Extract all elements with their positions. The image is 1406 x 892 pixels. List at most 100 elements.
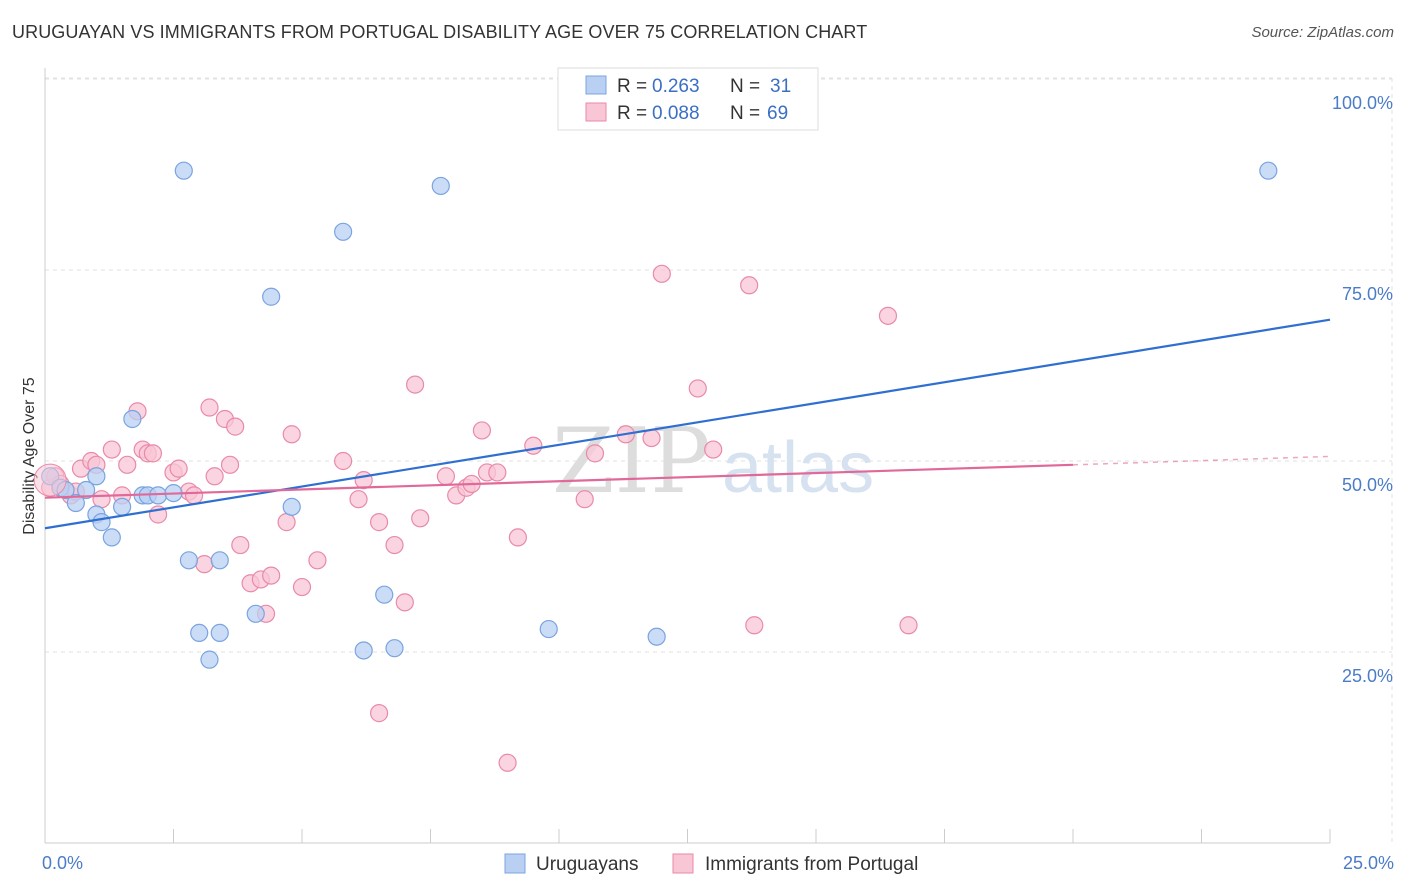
point-portugal-25	[220, 455, 240, 474]
point-portugal-8	[92, 490, 111, 509]
bottom-legend-swatch-portugal	[672, 853, 694, 874]
trend-line-uruguayans	[44, 318, 1331, 530]
legend-n-value-2: 69	[767, 103, 788, 124]
y-tick-label-2: 75.0%	[1342, 284, 1393, 304]
point-uruguayans-7	[92, 513, 111, 532]
legend-r-label-2: R =	[617, 103, 647, 124]
point-portugal-55	[585, 444, 605, 463]
legend-n-label-1: N =	[730, 76, 760, 97]
point-portugal-38	[354, 471, 373, 490]
point-uruguayans-29	[539, 619, 558, 639]
point-portugal-37	[349, 490, 368, 509]
point-uruguayans-31	[1259, 161, 1278, 180]
point-uruguayans-5	[87, 467, 106, 486]
point-uruguayans-13	[148, 486, 168, 505]
point-cluster-origin	[33, 463, 67, 497]
point-uruguayans-28	[431, 176, 450, 196]
chart-title: URUGUAYAN VS IMMIGRANTS FROM PORTUGAL DI…	[12, 22, 868, 42]
point-uruguayans-26	[375, 585, 394, 604]
data-points	[33, 161, 1278, 772]
point-portugal-50	[488, 463, 507, 482]
y-axis-label: Disability Age Over 75	[21, 377, 38, 535]
x-tick-label-0: 0.0%	[42, 853, 83, 873]
point-portugal-39	[370, 513, 389, 532]
point-portugal-62	[745, 616, 764, 635]
legend-swatch-portugal	[585, 102, 607, 122]
point-portugal-61	[740, 276, 759, 295]
point-portugal-9	[102, 440, 121, 459]
y-tick-label-0: 25.0%	[1342, 666, 1393, 686]
point-portugal-32	[277, 513, 296, 532]
point-uruguayans-27	[385, 639, 404, 658]
legend-r-label-1: R =	[617, 76, 647, 97]
point-uruguayans-4	[77, 480, 96, 500]
point-portugal-11	[118, 455, 137, 474]
point-uruguayans-15	[174, 161, 193, 180]
point-portugal-41	[395, 593, 414, 612]
point-portugal-40	[385, 535, 404, 555]
legend-n-value-1: 31	[770, 76, 791, 97]
point-uruguayans-3	[66, 493, 85, 513]
point-portugal-53	[524, 436, 543, 455]
trend-line-portugal-extension	[1072, 455, 1331, 466]
point-portugal-21	[195, 555, 214, 574]
point-portugal-43	[411, 509, 430, 528]
point-portugal-52	[508, 528, 527, 547]
point-uruguayans-16	[179, 551, 199, 570]
point-portugal-51	[498, 753, 517, 772]
tick-labels: 25.0% 50.0% 75.0% 100.0% 0.0% 25.0%	[42, 93, 1394, 873]
point-portugal-59	[688, 379, 707, 398]
point-portugal-26	[226, 417, 245, 436]
point-portugal-35	[308, 551, 327, 570]
legend-r-value-2: 0.088	[652, 103, 700, 124]
bottom-legend-swatch-uruguayans	[504, 853, 526, 874]
point-uruguayans-25	[354, 641, 373, 660]
watermark: ZIP atlas	[552, 409, 874, 514]
legend: R = 0.263 N = 31 R = 0.088 N = 69	[557, 67, 819, 131]
y-tick-label-1: 50.0%	[1342, 475, 1393, 495]
point-portugal-57	[642, 428, 661, 448]
point-portugal-54	[575, 490, 594, 509]
point-portugal-22	[200, 398, 219, 417]
point-uruguayans-23	[282, 497, 301, 516]
bottom-legend-portugal: Immigrants from Portugal	[705, 854, 918, 875]
point-portugal-34	[292, 577, 312, 597]
point-portugal-27	[231, 535, 250, 555]
watermark-atlas: atlas	[722, 428, 874, 508]
point-portugal-44	[436, 467, 456, 486]
bottom-legend: Uruguayans Immigrants from Portugal	[504, 853, 918, 875]
point-portugal-33	[282, 425, 301, 444]
point-uruguayans-19	[210, 623, 229, 643]
point-portugal-36	[334, 451, 353, 471]
legend-n-label-2: N =	[730, 103, 760, 124]
point-portugal-23	[205, 467, 224, 486]
legend-r-value-1: 0.263	[652, 76, 700, 97]
trend-line-portugal	[44, 463, 1074, 499]
point-portugal-18	[169, 459, 188, 478]
point-uruguayans-24	[334, 222, 353, 241]
point-portugal-20	[184, 486, 204, 505]
point-uruguayans-22	[262, 287, 281, 306]
y-tick-label-3: 100.0%	[1332, 93, 1393, 113]
legend-swatch-uruguayans	[585, 75, 607, 95]
point-uruguayans-30	[647, 627, 666, 646]
point-portugal-48	[472, 421, 491, 440]
point-portugal-63	[878, 306, 898, 325]
x-tick-label-1: 25.0%	[1343, 853, 1394, 873]
point-portugal-64	[899, 616, 918, 635]
point-uruguayans-9	[112, 497, 132, 516]
point-uruguayans-20	[210, 551, 229, 570]
source-label: Source: ZipAtlas.com	[1251, 24, 1394, 41]
trend-lines	[44, 318, 1331, 530]
point-portugal-31	[262, 566, 281, 585]
point-uruguayans-21	[246, 604, 265, 623]
point-portugal-65	[370, 704, 389, 723]
grid-lines	[45, 77, 1393, 843]
point-portugal-60	[704, 440, 723, 459]
point-uruguayans-8	[102, 528, 121, 547]
point-uruguayans-18	[200, 650, 219, 669]
point-portugal-15	[143, 444, 163, 463]
axes	[44, 68, 1331, 844]
bottom-legend-uruguayans: Uruguayans	[536, 854, 638, 875]
